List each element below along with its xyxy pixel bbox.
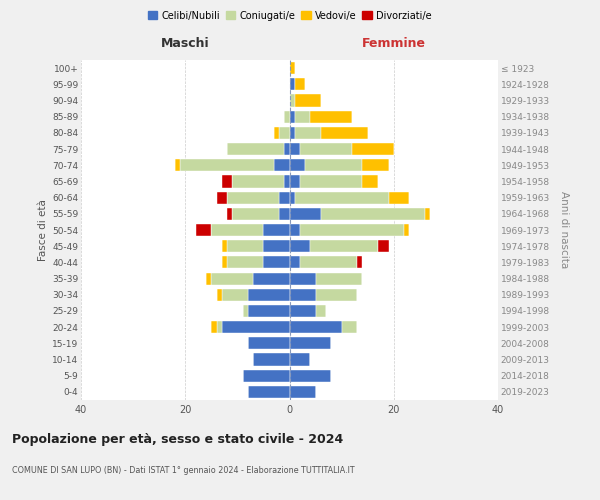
Text: Popolazione per età, sesso e stato civile - 2024: Popolazione per età, sesso e stato civil… [12,432,343,446]
Bar [404,224,409,236]
Bar [290,240,310,252]
Y-axis label: Anni di nascita: Anni di nascita [559,192,569,268]
Bar [295,94,321,106]
Bar [362,159,389,172]
Text: Femmine: Femmine [362,37,426,50]
Bar [290,62,295,74]
Text: COMUNE DI SAN LUPO (BN) - Dati ISTAT 1° gennaio 2024 - Elaborazione TUTTITALIA.I: COMUNE DI SAN LUPO (BN) - Dati ISTAT 1° … [12,466,355,475]
Bar [227,143,284,155]
Bar [295,110,310,122]
Bar [290,110,295,122]
Bar [279,192,290,203]
Bar [362,176,378,188]
Bar [290,94,295,106]
Bar [284,143,290,155]
Bar [284,110,290,122]
Bar [279,127,290,139]
Bar [290,224,300,236]
Bar [290,288,316,301]
Bar [284,176,290,188]
Bar [211,272,253,284]
Bar [211,321,217,333]
Bar [263,224,290,236]
Bar [279,208,290,220]
Bar [263,256,290,268]
Bar [211,224,263,236]
Bar [425,208,430,220]
Bar [300,224,404,236]
Bar [232,176,284,188]
Bar [310,240,378,252]
Bar [263,240,290,252]
Bar [357,256,362,268]
Bar [352,143,394,155]
Bar [290,370,331,382]
Bar [290,143,300,155]
Bar [295,192,389,203]
Bar [227,240,263,252]
Bar [316,288,357,301]
Bar [274,127,279,139]
Bar [248,386,290,398]
Bar [290,176,300,188]
Bar [227,192,279,203]
Bar [222,288,248,301]
Bar [217,321,222,333]
Bar [290,78,295,90]
Bar [217,192,227,203]
Y-axis label: Fasce di età: Fasce di età [38,199,48,261]
Bar [295,127,321,139]
Bar [222,321,290,333]
Bar [290,159,305,172]
Bar [248,305,290,317]
Bar [175,159,180,172]
Bar [242,305,248,317]
Bar [290,192,295,203]
Bar [290,305,316,317]
Bar [316,272,362,284]
Bar [341,321,357,333]
Bar [321,127,368,139]
Bar [196,224,211,236]
Bar [290,127,295,139]
Bar [300,176,362,188]
Bar [290,354,310,366]
Bar [310,110,352,122]
Bar [290,272,316,284]
Bar [305,159,362,172]
Bar [290,338,331,349]
Bar [316,305,326,317]
Bar [227,208,232,220]
Bar [378,240,389,252]
Bar [232,208,279,220]
Bar [300,256,357,268]
Bar [253,272,290,284]
Bar [389,192,409,203]
Bar [206,272,211,284]
Bar [180,159,274,172]
Bar [217,288,222,301]
Bar [290,208,321,220]
Bar [253,354,290,366]
Bar [300,143,352,155]
Bar [290,256,300,268]
Bar [290,386,316,398]
Text: Maschi: Maschi [161,37,209,50]
Bar [321,208,425,220]
Bar [295,78,305,90]
Legend: Celibi/Nubili, Coniugati/e, Vedovi/e, Divorziati/e: Celibi/Nubili, Coniugati/e, Vedovi/e, Di… [144,7,435,24]
Bar [227,256,263,268]
Bar [248,288,290,301]
Bar [222,176,232,188]
Bar [274,159,290,172]
Bar [290,321,341,333]
Bar [242,370,290,382]
Bar [248,338,290,349]
Bar [222,240,227,252]
Bar [222,256,227,268]
